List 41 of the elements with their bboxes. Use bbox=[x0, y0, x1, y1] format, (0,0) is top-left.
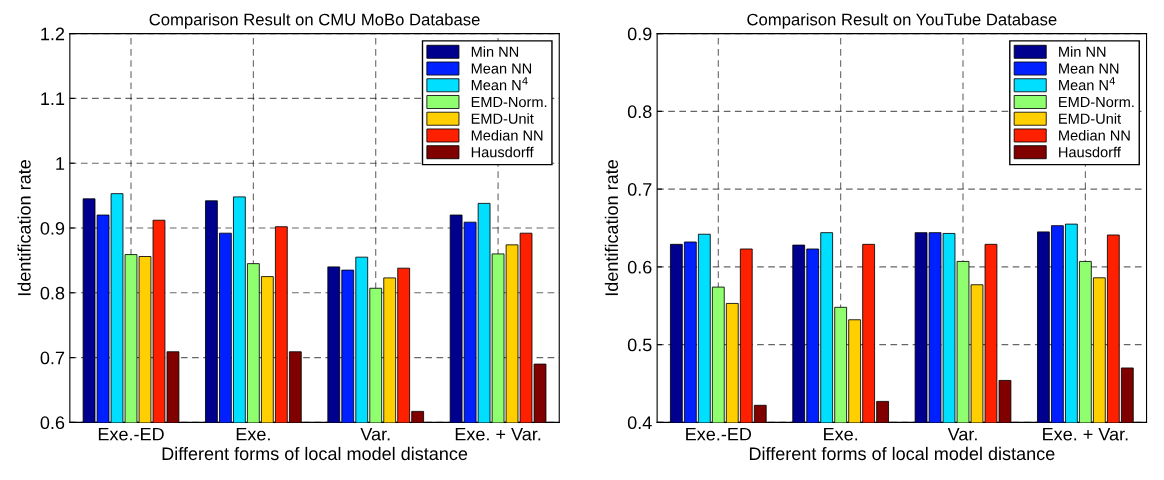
y-tick-label: 0.7 bbox=[40, 351, 65, 365]
legend-label: Hausdorff bbox=[471, 146, 534, 158]
x-tick-label: Exe. bbox=[824, 427, 858, 441]
y-tick-label: 0.8 bbox=[627, 105, 652, 119]
y-axis-title: Identification rate bbox=[604, 160, 619, 296]
legend-label: Mean N$^{4}$ bbox=[471, 77, 528, 91]
y-tick-label: 0.4 bbox=[627, 416, 652, 430]
y-tick-label: 1.2 bbox=[41, 27, 65, 41]
y-tick-label: 0.7 bbox=[627, 183, 652, 196]
legend-label: Median NN bbox=[471, 129, 543, 141]
y-tick-label: 1.1 bbox=[41, 92, 65, 105]
y-tick-label: 0.5 bbox=[627, 338, 652, 352]
x-axis-title: Different forms of local model distance bbox=[162, 446, 468, 461]
legend-label: Min NN bbox=[1059, 46, 1106, 57]
x-tick-label: Exe.-ED bbox=[686, 427, 752, 441]
y-tick-label: 0.9 bbox=[40, 221, 65, 235]
y-tick-label: 0.8 bbox=[40, 286, 65, 300]
legend-label: EMD-Norm. bbox=[471, 96, 547, 108]
chart-title: Comparison Result on CMU MoBo Database bbox=[149, 13, 480, 29]
legend-label: Median NN bbox=[1059, 129, 1130, 141]
y-tick-label: 0.6 bbox=[627, 260, 652, 274]
chart-title: Comparison Result on YouTube Database bbox=[747, 13, 1057, 29]
x-tick-label: Exe. + Var. bbox=[455, 427, 541, 441]
legend-label: Hausdorff bbox=[1059, 146, 1121, 158]
x-tick-label: Exe. + Var. bbox=[1043, 427, 1128, 441]
legend-label: EMD-Unit bbox=[1059, 113, 1121, 124]
legend-label: Mean NN bbox=[1059, 63, 1119, 74]
y-tick-label: 1 bbox=[56, 157, 65, 170]
y-tick-label: 0.6 bbox=[40, 416, 65, 430]
x-axis-title: Different forms of local model distance bbox=[749, 446, 1055, 461]
y-tick-label: 0.9 bbox=[627, 27, 652, 41]
x-tick-label: Exe.-ED bbox=[98, 427, 164, 441]
x-tick-label: Var. bbox=[947, 427, 977, 441]
x-tick-label: Exe. bbox=[236, 427, 270, 441]
legend-label: Mean NN bbox=[471, 63, 532, 74]
legend-label: EMD-Unit bbox=[471, 113, 534, 124]
x-tick-label: Var. bbox=[360, 427, 390, 441]
legend-label: Mean N$^{4}$ bbox=[1059, 77, 1116, 91]
legend-label: Min NN bbox=[471, 46, 519, 57]
legend-label: EMD-Norm. bbox=[1059, 96, 1134, 108]
y-axis-title: Identification rate bbox=[17, 160, 31, 296]
